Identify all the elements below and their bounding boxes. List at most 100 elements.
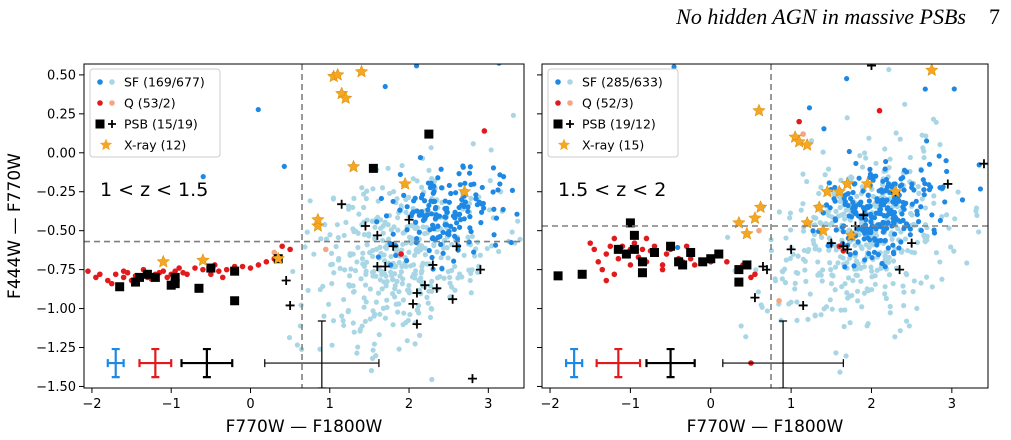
sf-dark-point (462, 180, 468, 186)
sf-light-point (783, 257, 789, 263)
sf-light-point (897, 136, 903, 142)
sf-dark-point (492, 242, 499, 248)
sf-dark-point (865, 192, 871, 198)
sf-dark-point (850, 189, 856, 196)
q-point (120, 268, 127, 274)
sf-dark-point (926, 161, 933, 167)
sf-light-point (910, 289, 916, 295)
sf-dark-point (430, 198, 436, 205)
q-point (603, 277, 610, 284)
sf-dark-point (456, 171, 462, 177)
sf-dark-point (868, 211, 874, 218)
sf-light-point (424, 294, 430, 301)
sf-dark-point (869, 254, 875, 261)
sf-light-point (779, 276, 785, 282)
sf-dark-point (853, 160, 859, 167)
sf-light-point (911, 278, 917, 284)
sf-light-point (782, 280, 789, 286)
sf-dark-point (473, 196, 479, 202)
q-point (752, 271, 758, 278)
legend-sf-dark-swatch (97, 79, 103, 85)
sf-dark-point (404, 227, 410, 233)
legend-label: X-ray (15) (582, 138, 644, 153)
psb-plus-marker (842, 244, 852, 254)
sf-dark-point (846, 148, 852, 155)
sf-dark-point (898, 176, 904, 182)
sf-light-point (393, 263, 399, 269)
error-bar (106, 347, 125, 379)
sf-light-point (933, 250, 940, 256)
sf-light-point (378, 217, 384, 223)
sf-light-point (382, 315, 389, 321)
sf-light-point (429, 288, 435, 294)
sf-light-point (345, 307, 352, 314)
sf-light-point (805, 316, 811, 322)
sf-dark-point (846, 213, 852, 219)
psb-plus-marker (798, 300, 808, 310)
sf-light-point (772, 278, 779, 284)
sf-light-point (939, 213, 945, 220)
sf-light-point (367, 316, 373, 322)
sf-light-point (818, 312, 824, 318)
sf-light-point (477, 252, 483, 258)
sf-light-point (394, 248, 400, 254)
sf-dark-point (901, 225, 907, 232)
sf-light-point (368, 368, 375, 374)
psb-square-marker (150, 272, 160, 282)
legend-xray-swatch (557, 138, 571, 151)
sf-light-point (441, 245, 447, 251)
sf-light-point (399, 247, 405, 253)
sf-light-point (387, 269, 394, 275)
sf-dark-point (881, 220, 887, 226)
sf-light-point (370, 347, 376, 353)
sf-light-point (447, 274, 453, 281)
sf-light-point (412, 271, 418, 277)
sf-light-point (396, 346, 402, 352)
sf-dark-point (410, 209, 416, 215)
sf-light-point (445, 255, 451, 261)
sf-dark-point (439, 265, 445, 272)
sf-light-point (434, 249, 440, 255)
sf-dark-point (867, 166, 873, 172)
sf-dark-point (433, 212, 439, 218)
sf-dark-point (440, 250, 446, 256)
xray-star-marker (740, 226, 754, 240)
sf-light-point (779, 268, 785, 274)
sf-light-point (899, 249, 905, 255)
sf-light-point (792, 286, 798, 292)
sf-light-point (863, 155, 869, 161)
sf-light-point (847, 320, 853, 326)
psb-square-marker (625, 218, 635, 228)
sf-dark-point (426, 247, 432, 254)
sf-light-point (817, 270, 823, 276)
sf-light-point (850, 277, 856, 284)
sf-light-point (487, 178, 493, 184)
xray-star-marker (800, 137, 815, 151)
sf-light-point (302, 244, 308, 250)
sf-light-point (803, 278, 809, 284)
psb-plus-marker (360, 221, 370, 231)
psb-square-marker (368, 163, 378, 173)
sf-light-point (392, 286, 398, 292)
sf-dark-point (977, 186, 984, 192)
sf-dark-point (926, 187, 933, 193)
q-light-point (800, 131, 806, 137)
sf-light-point (467, 277, 473, 284)
q-point (603, 251, 610, 257)
sf-light-point (298, 302, 304, 308)
psb-square-marker (170, 272, 180, 282)
error-bar (565, 347, 584, 379)
sf-light-point (823, 304, 830, 310)
sf-dark-point (467, 225, 473, 231)
sf-light-point (844, 290, 850, 296)
sf-dark-point (404, 204, 410, 210)
sf-light-point (362, 318, 368, 325)
sf-light-point (805, 248, 811, 254)
sf-dark-point (902, 201, 908, 207)
sf-dark-point (890, 219, 897, 225)
sf-dark-point (442, 214, 448, 220)
sf-dark-point (458, 217, 464, 223)
sf-light-point (829, 272, 835, 278)
sf-dark-point (446, 199, 452, 205)
sf-dark-point (810, 228, 816, 234)
